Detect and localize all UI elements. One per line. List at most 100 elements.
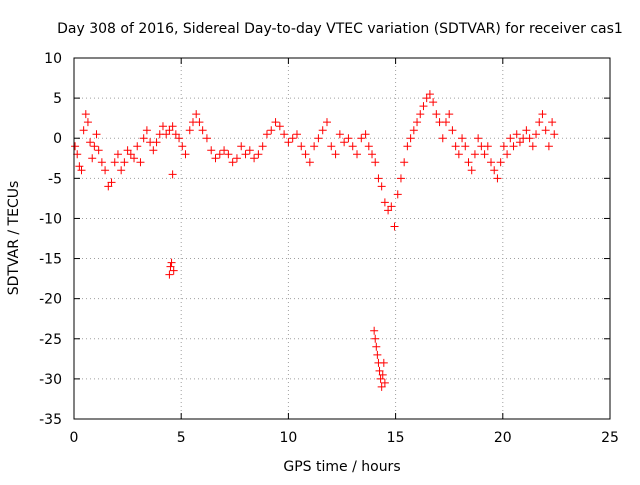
- data-point: [331, 150, 340, 159]
- y-tick-label: -15: [39, 252, 62, 268]
- chart-grid: [74, 58, 610, 419]
- data-point: [165, 126, 174, 135]
- data-point: [136, 158, 145, 167]
- data-point: [327, 142, 336, 151]
- data-point: [220, 146, 229, 155]
- data-point: [364, 142, 373, 151]
- data-point: [241, 150, 250, 159]
- data-point: [371, 158, 380, 167]
- data-point: [376, 374, 385, 383]
- data-point: [314, 134, 323, 143]
- data-point: [149, 146, 158, 155]
- y-tick-label: 0: [53, 131, 62, 147]
- data-point: [368, 150, 377, 159]
- data-point: [384, 206, 393, 215]
- data-point: [202, 134, 211, 143]
- data-point: [377, 382, 386, 391]
- data-point: [458, 134, 467, 143]
- data-point: [525, 134, 534, 143]
- chart-title: Day 308 of 2016, Sidereal Day-to-day VTE…: [57, 21, 623, 37]
- data-point: [83, 118, 92, 127]
- data-point: [445, 110, 454, 119]
- data-point: [123, 146, 132, 155]
- data-point: [211, 154, 220, 163]
- data-point: [165, 270, 174, 279]
- data-point: [77, 166, 86, 175]
- data-point: [512, 130, 521, 139]
- x-tick-label: 25: [601, 430, 619, 446]
- data-point: [92, 130, 101, 139]
- data-point: [464, 158, 473, 167]
- data-point: [406, 134, 415, 143]
- data-point: [509, 142, 518, 151]
- data-point: [413, 118, 422, 127]
- data-point: [275, 122, 284, 131]
- data-point: [499, 142, 508, 151]
- data-point: [470, 150, 479, 159]
- axis-ticks: [73, 57, 611, 420]
- data-point: [292, 130, 301, 139]
- data-point: [419, 102, 428, 111]
- data-point: [322, 118, 331, 127]
- y-tick-label: 10: [44, 51, 62, 67]
- data-point: [168, 170, 177, 179]
- data-point: [422, 94, 431, 103]
- data-point: [232, 154, 241, 163]
- data-point: [130, 154, 139, 163]
- data-point: [387, 202, 396, 211]
- x-tick-label: 20: [494, 430, 512, 446]
- x-tick-label: 0: [70, 430, 79, 446]
- data-point: [167, 258, 176, 267]
- data-point: [228, 158, 237, 167]
- data-point: [107, 178, 116, 187]
- data-point: [550, 130, 559, 139]
- data-point: [110, 158, 119, 167]
- data-point: [409, 126, 418, 135]
- data-point: [541, 126, 550, 135]
- data-point: [142, 126, 151, 135]
- y-tick-label: -5: [48, 171, 62, 187]
- data-point: [207, 146, 216, 155]
- data-point: [490, 166, 499, 175]
- data-point: [79, 126, 88, 135]
- data-point: [380, 198, 389, 207]
- data-point: [357, 134, 366, 143]
- data-point: [425, 90, 434, 99]
- y-tick-label: -30: [39, 372, 62, 388]
- data-point: [373, 350, 382, 359]
- data-point: [120, 158, 129, 167]
- data-point: [480, 150, 489, 159]
- data-point: [152, 138, 161, 147]
- data-point: [393, 190, 402, 199]
- data-point: [515, 138, 524, 147]
- data-point: [254, 150, 263, 159]
- data-point: [224, 150, 233, 159]
- data-point: [250, 154, 259, 163]
- x-tick-label: 10: [279, 430, 297, 446]
- data-point: [535, 118, 544, 127]
- data-point: [267, 126, 276, 135]
- data-point: [396, 174, 405, 183]
- data-point: [113, 150, 122, 159]
- data-point: [378, 370, 387, 379]
- data-point: [467, 166, 476, 175]
- data-point: [371, 334, 380, 343]
- y-tick-label: -35: [39, 412, 62, 428]
- data-point: [318, 126, 327, 135]
- data-point: [506, 134, 515, 143]
- data-point: [441, 118, 450, 127]
- data-point: [171, 130, 180, 139]
- data-point: [461, 142, 470, 151]
- data-point: [162, 130, 171, 139]
- data-points: [71, 90, 559, 391]
- data-point: [310, 142, 319, 151]
- data-point: [71, 142, 80, 151]
- data-point: [168, 122, 177, 131]
- data-point: [139, 134, 148, 143]
- data-point: [400, 158, 409, 167]
- data-point: [271, 118, 280, 127]
- x-tick-labels: 0 5 10 15 20 25: [70, 430, 619, 446]
- data-point: [353, 150, 362, 159]
- data-point: [377, 182, 386, 191]
